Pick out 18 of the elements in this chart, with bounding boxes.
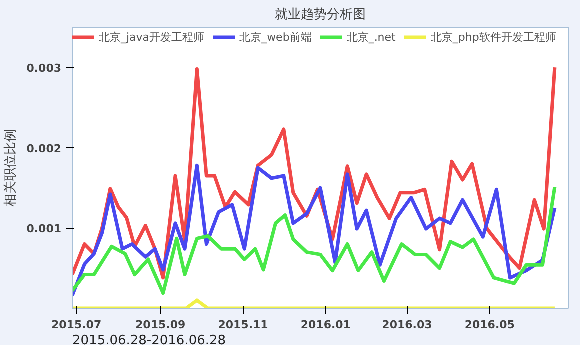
- x-tick-label: 2015.09: [136, 318, 186, 332]
- legend-label: 北京_web前端: [240, 30, 312, 44]
- y-tick-label: 0.001: [26, 222, 62, 236]
- text: 2015.06.28-2016.06.28: [72, 334, 226, 348]
- line-series: [72, 164, 557, 298]
- y-tick-label: 0.003: [26, 62, 62, 76]
- x-tick-label: 2016.05: [464, 318, 515, 332]
- x-tick-label: 2015.11: [218, 318, 268, 332]
- legend-label: 北京_.net: [346, 30, 396, 44]
- chart-title: 就业趋势分析图: [275, 8, 366, 22]
- y-tick-label: 0.002: [26, 142, 62, 156]
- legend-label: 北京_java开发工程师: [99, 30, 205, 44]
- y-axis-title: 相关职位比例: [4, 129, 19, 207]
- line-series: [72, 186, 557, 295]
- x-tick-label: 2016.03: [382, 318, 432, 332]
- legend-label: 北京_php软件开发工程师: [430, 30, 556, 44]
- x-tick-label: 2016.01: [300, 318, 351, 332]
- x-tick-label: 2015.07: [52, 318, 102, 332]
